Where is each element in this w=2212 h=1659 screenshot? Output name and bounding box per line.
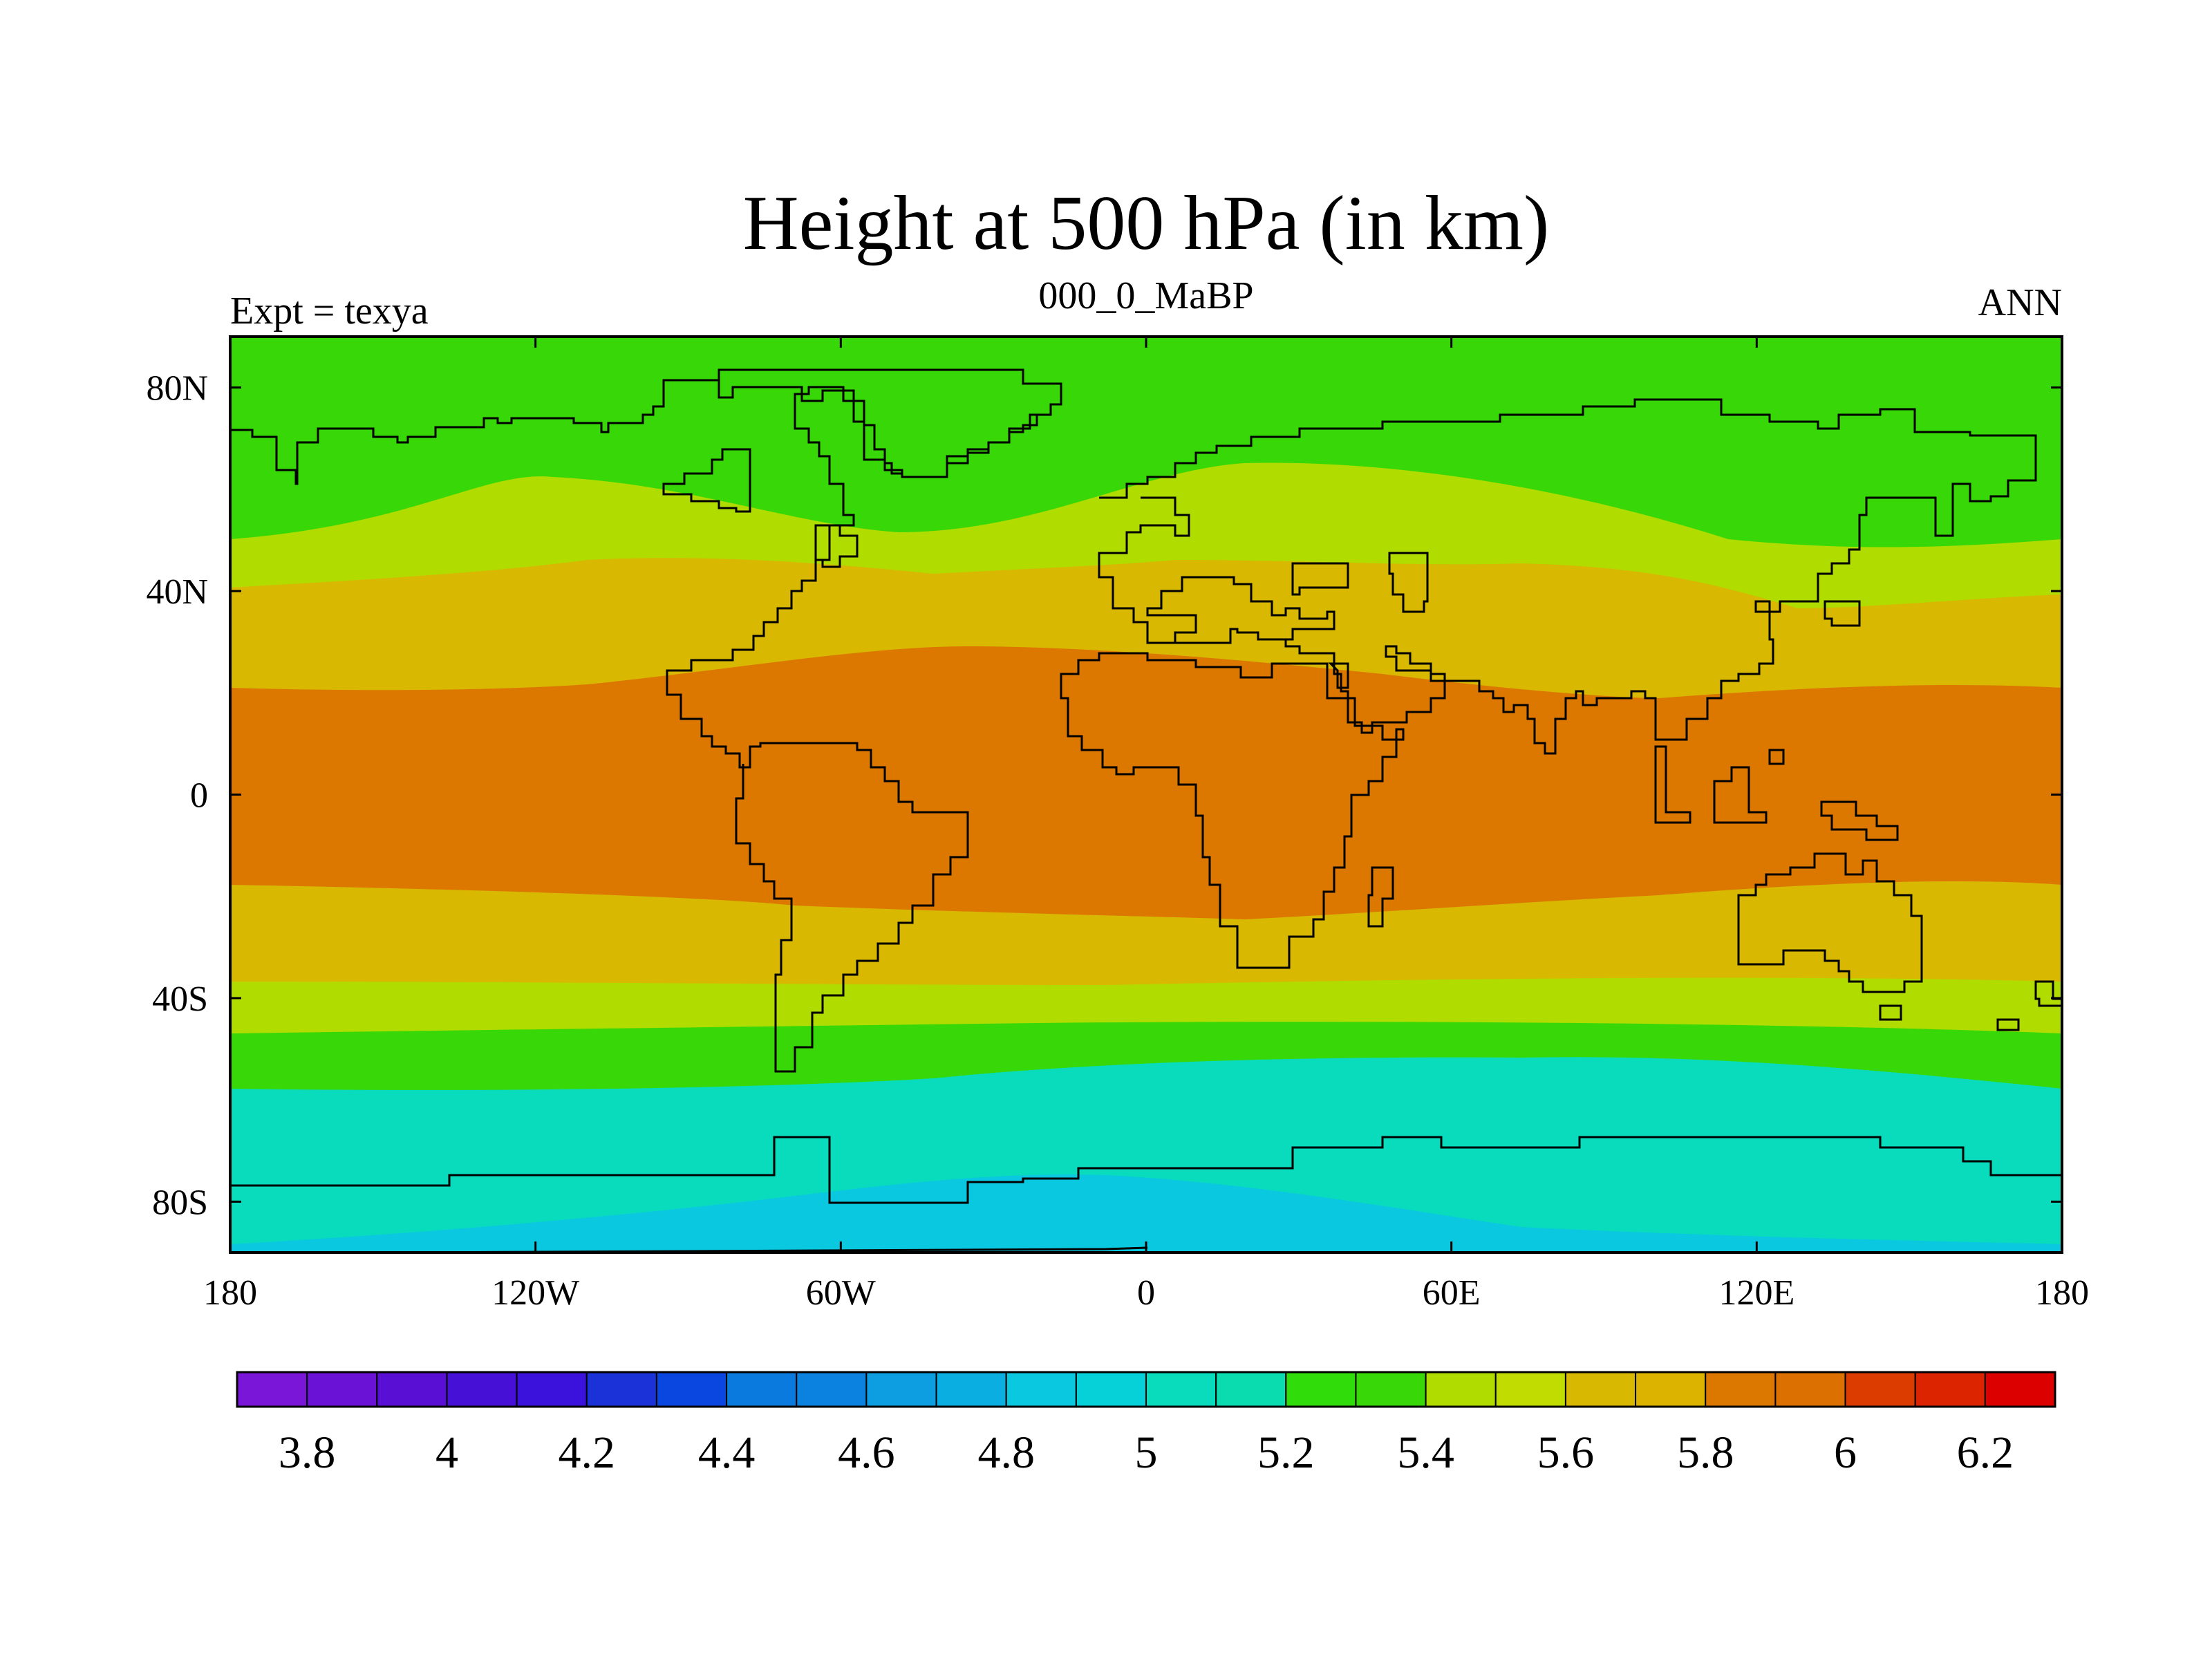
coastline-hudson [814, 524, 859, 568]
colorbar-label: 4.8 [977, 1427, 1035, 1478]
colorbar-swatch [516, 1371, 588, 1407]
colorbar-swatch [796, 1371, 868, 1407]
colorbar-swatch [1425, 1371, 1497, 1407]
x-axis: 180 120W 60W 0 60E 120E 180 [203, 337, 2089, 1313]
coastline-africa [1060, 652, 1405, 969]
colorbar-label: 4.6 [838, 1427, 895, 1478]
colorbar-label: 4.2 [559, 1427, 616, 1478]
colorbar-swatch [1984, 1371, 2056, 1407]
y-axis: 80N 40N 0 40S 80S [146, 369, 2062, 1222]
colorbar-swatch [376, 1371, 448, 1407]
y-tick-label: 0 [190, 776, 208, 816]
x-tick-label: 0 [1137, 1273, 1155, 1313]
colorbar-label: 5.4 [1397, 1427, 1454, 1478]
colorbar-swatch [1844, 1371, 1916, 1407]
coastline-antarctica [230, 1136, 2062, 1204]
colorbar-swatch [726, 1371, 798, 1407]
colorbar-label: 5 [1135, 1427, 1158, 1478]
colorbar-swatch [1355, 1371, 1427, 1407]
colorbar-swatch [1145, 1371, 1217, 1407]
chart-title: Height at 500 hPa (in km) [743, 180, 1549, 266]
coastline-eurasia [1098, 398, 2037, 755]
coastlines [230, 368, 2062, 1253]
colorbar-swatch [655, 1371, 728, 1407]
x-tick-label: 60W [806, 1273, 876, 1313]
colorbar-swatch [1215, 1371, 1287, 1407]
colorbar-swatch [1635, 1371, 1707, 1407]
colorbar-label: 3.8 [279, 1427, 336, 1478]
colorbar-swatch [935, 1371, 1007, 1407]
y-tick-label: 80S [152, 1183, 208, 1222]
colorbar-label: 6.2 [1957, 1427, 2014, 1478]
coastline-red-sea-arabia [1328, 662, 1349, 689]
colorbar-swatch [1005, 1371, 1077, 1407]
right-string: ANN [1978, 281, 2062, 324]
band-4.8-antarctic [230, 1174, 2062, 1253]
contour-map [230, 337, 2062, 1253]
colorbar-swatch [1285, 1371, 1357, 1407]
coastline-greenland [718, 368, 1062, 478]
x-tick-label: 120E [1718, 1273, 1794, 1313]
coastline-indonesia [1654, 745, 1899, 841]
coastline-europe-med [1146, 576, 1335, 644]
x-tick-label: 120W [491, 1273, 579, 1313]
x-tick-label: 60E [1423, 1273, 1481, 1313]
left-string: Expt = texya [230, 290, 429, 332]
colorbar-label: 4 [435, 1427, 458, 1478]
center-string: 000_0_MaBP [1038, 274, 1253, 317]
coastline-australia [1737, 852, 1923, 993]
coastline-caspian-black [1291, 552, 1429, 613]
colorbar-swatch [1075, 1371, 1147, 1407]
colorbar-label: 6 [1834, 1427, 1857, 1478]
colorbar-swatch [1564, 1371, 1637, 1407]
coastline-madagascar [1367, 866, 1394, 928]
band-5.0-south [230, 1057, 2062, 1253]
colorbar-label: 5.2 [1257, 1427, 1315, 1478]
y-tick-label: 40S [152, 980, 208, 1019]
y-tick-label: 40N [146, 572, 208, 612]
colorbar-label: 4.4 [698, 1427, 756, 1478]
colorbar-swatch [1494, 1371, 1566, 1407]
x-tick-label: 180 [2035, 1273, 2089, 1313]
colorbar-frame [236, 1371, 2056, 1408]
colorbar-swatch [236, 1371, 308, 1407]
coastline-japan [1824, 600, 1861, 627]
coastline-tasmania-nz [1879, 980, 2062, 1031]
colorbar-swatch [1774, 1371, 1846, 1407]
colorbar-label: 5.6 [1537, 1427, 1595, 1478]
colorbar-swatch [446, 1371, 518, 1407]
y-tick-label: 80N [146, 369, 208, 409]
colorbar-swatch [306, 1371, 378, 1407]
colorbar-label: 5.8 [1677, 1427, 1734, 1478]
colorbar-swatch [1914, 1371, 1986, 1407]
colorbar-swatch [1705, 1371, 1777, 1407]
colorbar-swatch [585, 1371, 657, 1407]
x-tick-label: 180 [203, 1273, 257, 1313]
colorbar-swatch [865, 1371, 937, 1407]
colorbar: 3.8 4 4.2 4.4 4.6 4.8 5 5.2 5.4 5.6 5.8 6 6.2 [236, 1371, 2056, 1478]
coastline-canada-islands [662, 448, 751, 513]
